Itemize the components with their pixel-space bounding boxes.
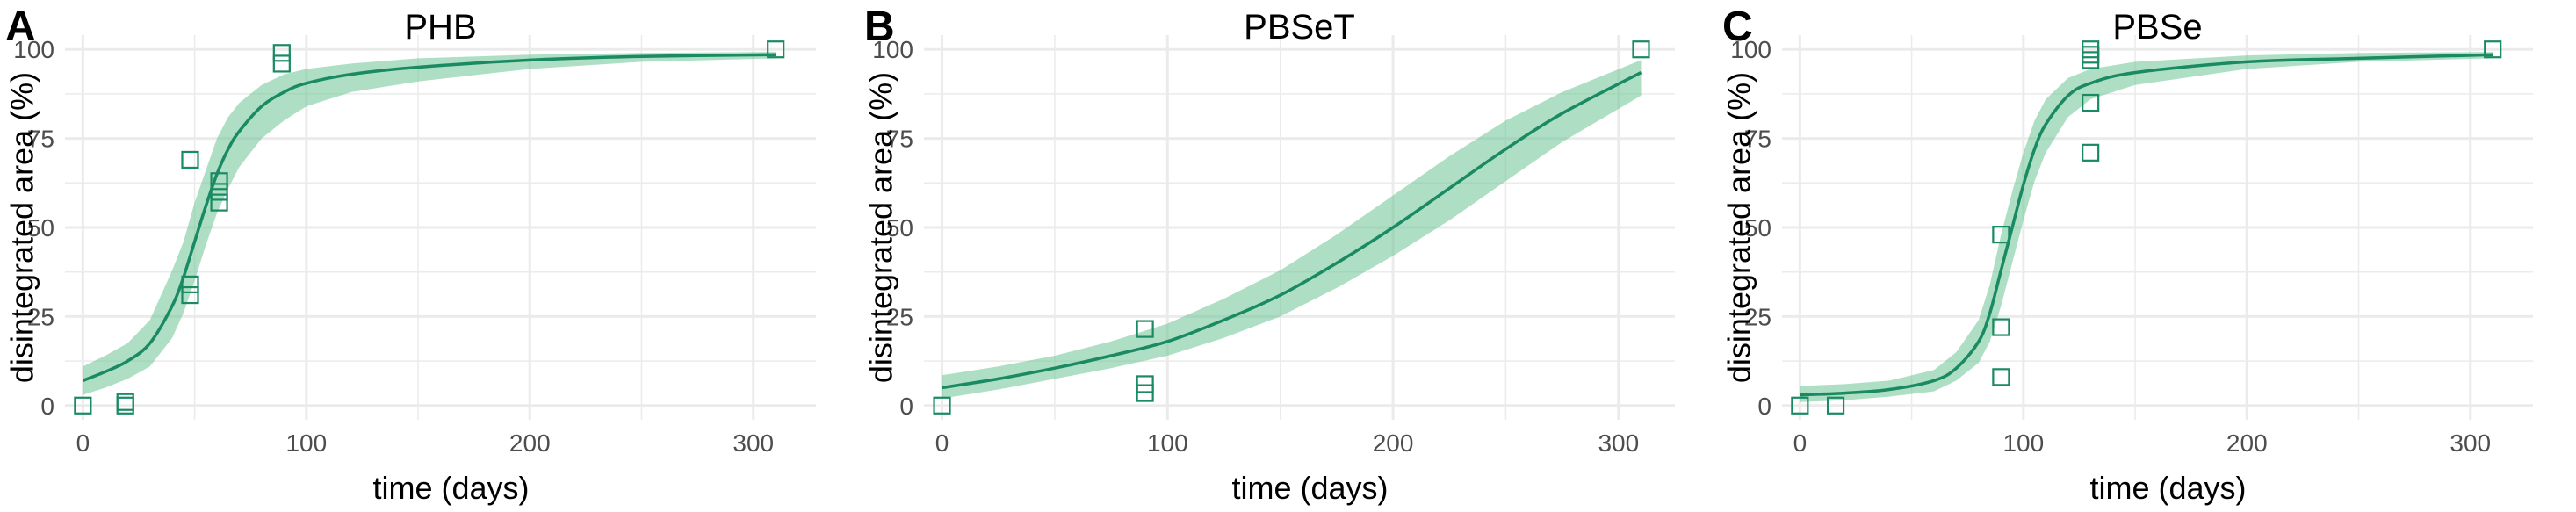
chart-panel-a: 0 100 200 300 0 25 50 75 100 time (days) disintegr… (4, 4, 816, 506)
x-axis-title: time (days) (1231, 470, 1388, 506)
x-tick-label: 0 (76, 429, 90, 457)
data-point (181, 150, 199, 169)
data-point (210, 172, 228, 191)
panel-c: 0 100 200 300 0 25 50 75 100 time (days) disintegr… (1717, 0, 2576, 512)
data-point (210, 193, 228, 212)
x-tick-label: 100 (2002, 429, 2044, 457)
x-tick-label: 100 (285, 429, 327, 457)
data-point (181, 285, 199, 305)
y-tick-label: 25 (1744, 303, 1771, 330)
grid (1782, 35, 2533, 420)
data-point (116, 396, 134, 415)
confidence-band (83, 52, 776, 395)
panel-title: PHB (404, 8, 476, 47)
x-axis-title: time (days) (372, 470, 529, 506)
y-tick-label: 25 (27, 303, 54, 330)
panel-letter: C (1722, 4, 1753, 50)
data-point (1992, 368, 2010, 386)
confidence-band (942, 60, 1642, 399)
y-axis-title: disintegrated area (%) (4, 72, 40, 383)
y-tick-label: 75 (1744, 126, 1771, 153)
y-tick-label: 100 (13, 36, 54, 63)
data-point (1791, 396, 1809, 415)
grid (65, 35, 816, 420)
data-point (1136, 384, 1154, 402)
fit-curve (1800, 53, 2493, 397)
panel-letter: A (5, 4, 36, 50)
y-tick-label: 0 (899, 393, 913, 420)
x-tick-label: 300 (732, 429, 774, 457)
data-point (116, 393, 134, 411)
y-tick-label: 75 (886, 126, 913, 153)
data-point (2082, 93, 2100, 112)
panel-title: PBSe (2112, 8, 2202, 47)
data-point (210, 183, 228, 201)
y-axis-title: disintegrated area (%) (863, 72, 899, 383)
x-tick-label: 200 (1373, 429, 1414, 457)
y-tick-label: 50 (27, 214, 54, 242)
data-point (767, 40, 785, 59)
data-point (933, 396, 951, 415)
data-points (1791, 40, 2502, 415)
data-points (933, 40, 1650, 415)
y-tick-label: 25 (886, 303, 913, 330)
chart-panel-b: 0 100 200 300 0 25 50 75 100 time (days) disintegr… (863, 4, 1675, 506)
x-tick-label: 200 (509, 429, 551, 457)
fit-curve (942, 71, 1642, 390)
fit-curve (82, 53, 776, 383)
x-tick-label: 200 (2226, 429, 2268, 457)
y-axis-title: disintegrated area (%) (1721, 72, 1757, 383)
y-tick-label: 75 (27, 126, 54, 153)
data-point (2484, 40, 2502, 59)
chart-panel-c: 0 100 200 300 0 25 50 75 100 time (days) disintegr… (1721, 4, 2533, 506)
y-tick-label: 100 (872, 36, 913, 63)
data-point (1992, 318, 2010, 336)
data-point (1992, 226, 2010, 244)
x-tick-label: 0 (935, 429, 949, 457)
x-tick-label: 300 (1598, 429, 1639, 457)
panel-title: PBSeT (1244, 8, 1355, 47)
data-point (272, 54, 291, 73)
y-tick-label: 100 (1730, 36, 1771, 63)
panel-letter: B (864, 4, 895, 50)
x-tick-label: 300 (2450, 429, 2491, 457)
x-tick-label: 100 (1147, 429, 1188, 457)
data-point (1136, 320, 1154, 338)
y-tick-label: 50 (886, 214, 913, 242)
y-tick-label: 50 (1744, 214, 1771, 242)
data-point (74, 396, 92, 415)
x-axis-title: time (days) (2089, 470, 2246, 506)
y-tick-label: 0 (40, 393, 54, 420)
panel-b: 0 100 200 300 0 25 50 75 100 time (days) disintegr… (859, 0, 1717, 512)
data-point (1826, 396, 1845, 415)
data-point (272, 44, 291, 62)
panel-a: 0 100 200 300 0 25 50 75 100 time (days) disintegr… (0, 0, 859, 512)
data-point (181, 275, 199, 293)
data-point (2082, 143, 2100, 162)
x-tick-label: 0 (1793, 429, 1808, 457)
data-point (1136, 375, 1154, 393)
data-point (1632, 40, 1650, 59)
data-points (74, 40, 785, 415)
data-point (2082, 51, 2100, 69)
y-tick-label: 0 (1757, 393, 1771, 420)
